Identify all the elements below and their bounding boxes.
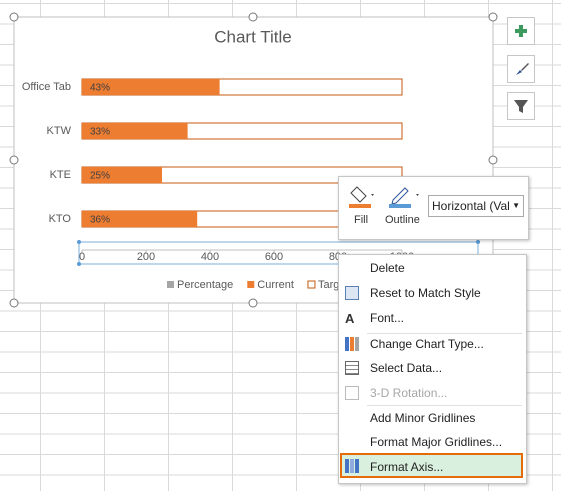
axis-handle: [476, 240, 480, 244]
current-bar: [82, 123, 188, 139]
outline-label: Outline: [385, 214, 420, 226]
y-tick-label: KTO: [49, 213, 72, 225]
menu-item[interactable]: Delete: [370, 261, 405, 275]
chart-type-icon: [345, 337, 359, 351]
resize-handle[interactable]: [488, 12, 498, 22]
menu-item[interactable]: Format Axis...: [370, 460, 444, 474]
menu-item[interactable]: Format Major Gridlines...: [370, 435, 503, 449]
outline-icon: [389, 187, 419, 208]
menu-item[interactable]: Change Chart Type...: [370, 337, 484, 351]
resize-handle[interactable]: [9, 298, 19, 308]
format-axis-icon: [345, 459, 359, 473]
y-tick-label: Office Tab: [22, 81, 71, 93]
dropdown-text: Horizontal (Val: [432, 199, 510, 213]
filter-icon: [514, 100, 528, 113]
chart-filters-button[interactable]: [507, 92, 535, 120]
separator: [367, 405, 522, 406]
menu-item-disabled: 3-D Rotation...: [370, 386, 448, 400]
legend-marker: [247, 281, 255, 288]
axis-handle: [77, 262, 81, 266]
menu-highlight: [340, 453, 523, 478]
chart-styles-button[interactable]: [507, 55, 535, 83]
fill-button[interactable]: Fill: [347, 183, 375, 233]
resize-handle[interactable]: [248, 298, 258, 308]
y-tick-label: KTW: [47, 125, 72, 137]
context-menu: Delete Reset to Match Style A Font... Ch…: [338, 254, 527, 484]
axis-handle: [77, 240, 81, 244]
rotation-icon: [345, 386, 359, 400]
font-icon: A: [345, 311, 355, 326]
resize-handle[interactable]: [9, 12, 19, 22]
current-bar: [82, 167, 162, 183]
fill-label: Fill: [354, 214, 369, 226]
menu-item[interactable]: Select Data...: [370, 361, 443, 375]
menu-item[interactable]: Reset to Match Style: [370, 286, 481, 300]
outline-button[interactable]: Outline: [385, 183, 425, 233]
data-label: 33%: [90, 127, 110, 138]
separator: [367, 333, 522, 334]
legend-marker: [307, 280, 316, 289]
chart-elements-button[interactable]: [507, 17, 535, 45]
y-tick-label: KTE: [50, 169, 71, 181]
axis-selection[interactable]: [78, 241, 479, 265]
x-tick-label: 200: [137, 251, 155, 263]
resize-handle[interactable]: [248, 12, 258, 22]
data-label: 25%: [90, 171, 110, 182]
fill-icon: [349, 186, 374, 208]
menu-item[interactable]: Add Minor Gridlines: [370, 411, 476, 425]
chart-title: Chart Title: [214, 27, 291, 46]
x-tick-label: 0: [79, 251, 85, 263]
legend-label: Percentage: [177, 279, 233, 291]
select-data-icon: [345, 361, 359, 375]
current-bar: [82, 211, 198, 227]
legend-marker: [167, 281, 174, 288]
reset-icon: [345, 286, 359, 300]
x-tick-label: 400: [201, 251, 219, 263]
brush-icon: [516, 63, 529, 75]
element-dropdown[interactable]: Horizontal (Val ▼: [428, 195, 524, 217]
resize-handle[interactable]: [488, 155, 498, 165]
current-bar: [82, 79, 220, 95]
format-toolbar: Fill Outline Horizontal (Val ▼: [338, 176, 529, 240]
dropdown-arrow: ▼: [512, 201, 520, 210]
plus-icon: [515, 25, 527, 37]
resize-handle[interactable]: [9, 155, 19, 165]
x-tick-label: 600: [265, 251, 283, 263]
data-label: 36%: [90, 215, 110, 226]
menu-item[interactable]: Font...: [370, 311, 405, 325]
data-label: 43%: [90, 83, 110, 94]
legend-label: Current: [257, 279, 294, 291]
